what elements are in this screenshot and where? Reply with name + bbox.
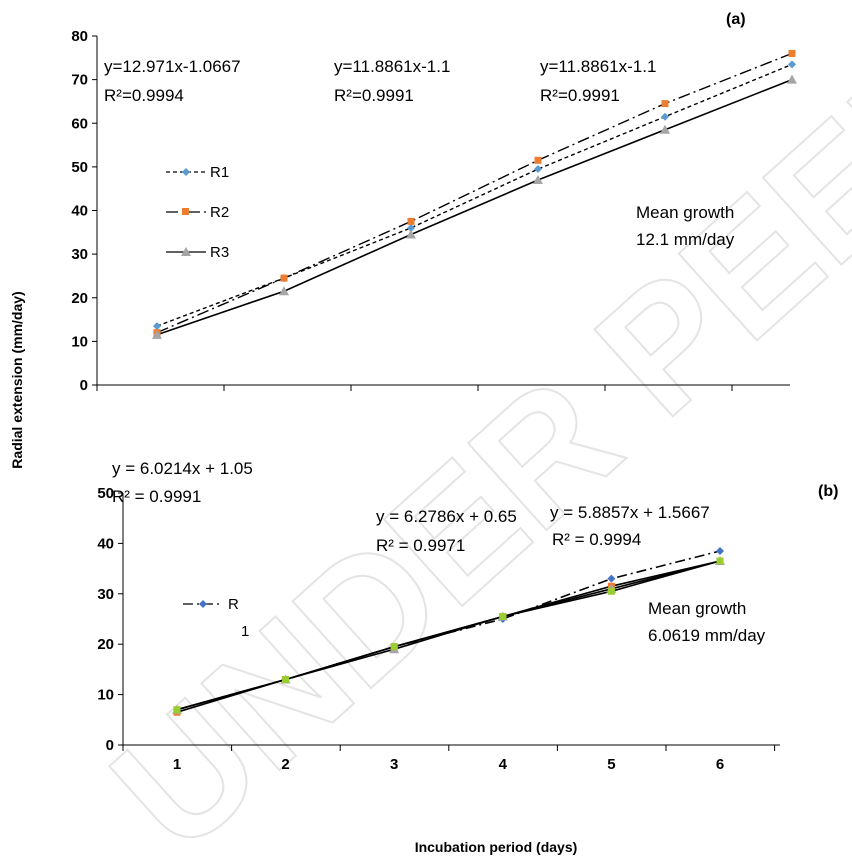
panel-b-ytick-label: 0 (106, 737, 114, 754)
panel-a-series-1-point (661, 112, 669, 121)
panel-a-series-line-3 (156, 78, 793, 336)
panel-a-series-3-point (660, 124, 670, 134)
panel-b-series-4-point (282, 675, 290, 683)
panel-a-r2-1: R²=0.9994 (104, 86, 184, 105)
panel-a: (a) 0 10 20 30 40 50 60 70 80 y=12.971x-1.0667 R… (71, 11, 797, 394)
panel-a-ytick-label: 30 (71, 246, 88, 263)
panel-b-series-4-point (173, 706, 181, 714)
panel-a-series-1-point (407, 223, 415, 232)
panel-a-series-2-point (534, 156, 542, 164)
panel-b-legend-label-b: 1 (241, 623, 249, 640)
panel-b-series-1-point (716, 546, 724, 555)
panel-b-xtick-label: 2 (281, 756, 289, 773)
y-axis-title: Radial extension (mm/day) (9, 291, 25, 468)
panel-a-series-3-point (279, 286, 289, 296)
panel-a-ytick-label: 70 (71, 72, 88, 89)
panel-b-series-line-4 (176, 560, 721, 711)
svg-text:R3: R3 (210, 244, 229, 261)
panel-a-ytick-label: 10 (71, 333, 88, 350)
panel-a-series-line-1 (156, 63, 793, 327)
svg-text:R2: R2 (210, 204, 229, 221)
panel-a-series-1-point (153, 322, 161, 331)
panel-b-r2-1: R² = 0.9991 (112, 487, 201, 506)
panel-a-series-3-point (406, 229, 416, 239)
panel-b-legend: R 1 (183, 596, 249, 640)
panel-b-xtick-label: 3 (390, 756, 398, 773)
panel-a-r2-3: R²=0.9991 (540, 86, 620, 105)
panel-a-series-2-point (280, 274, 288, 282)
panel-a-ytick-label: 20 (71, 290, 88, 307)
panel-a-ytick-label: 60 (71, 115, 88, 132)
panel-b-mean-line2: 6.0619 mm/day (648, 626, 766, 645)
panel-b-xtick-label: 4 (499, 756, 508, 773)
panel-b: (b) 0 10 20 30 40 50 1 2 3 4 5 6 y = 6.0214x + 1.0… (97, 459, 838, 773)
panel-b-xtick-label: 5 (607, 756, 615, 773)
panel-b-legend-label-a: R (228, 596, 239, 613)
panel-a-series-1-point (534, 165, 542, 174)
panel-a-series-1-point (788, 60, 796, 69)
panel-b-ytick-label: 40 (97, 535, 114, 552)
panel-a-series-2-point (788, 49, 796, 57)
x-axis-title: Incubation period (days) (415, 839, 578, 855)
panel-a-series-3-point (152, 329, 162, 339)
panel-b-ytick-label: 20 (97, 636, 114, 653)
panel-b-r2-2: R² = 0.9971 (376, 536, 465, 555)
panel-a-mean-line2: 12.1 mm/day (636, 230, 735, 249)
panel-a-series-3-point (533, 174, 543, 184)
panel-b-mean-line1: Mean growth (648, 599, 746, 618)
panel-b-tag: (b) (818, 483, 838, 500)
panel-a-legend: R1 R2 R3 (166, 164, 229, 261)
panel-b-xtick-label: 1 (173, 756, 181, 773)
panel-a-ytick-label: 40 (71, 203, 88, 220)
panel-b-series-4-point (499, 612, 507, 620)
legend-item-r2: R2 (166, 204, 229, 221)
panel-a-series-3-point (787, 74, 797, 84)
panel-a-ytick-label: 0 (80, 377, 88, 394)
watermark: UNDER PEER REVIEW (78, 0, 852, 861)
panel-a-ytick-label: 50 (71, 159, 88, 176)
panel-b-xtick-label: 6 (716, 756, 724, 773)
panel-b-ytick-label: 30 (97, 586, 114, 603)
panel-b-series-4-point (390, 643, 398, 651)
panel-a-eq1: y=12.971x-1.0667 (104, 57, 241, 76)
panel-b-ytick-label: 50 (97, 485, 114, 502)
panel-a-ytick-label: 80 (71, 28, 88, 45)
panel-b-ytick-label: 10 (97, 687, 114, 704)
panel-a-series-2-point (661, 100, 669, 108)
panel-b-eq3: y = 5.8857x + 1.5667 (550, 503, 710, 522)
panel-a-eq3: y=11.8861x-1.1 (540, 57, 656, 76)
panel-a-eq2: y=11.8861x-1.1 (334, 57, 450, 76)
panel-b-eq1: y = 6.0214x + 1.05 (112, 459, 253, 478)
legend-item-r1: R1 (166, 164, 229, 181)
panel-b-series-1-point (607, 574, 616, 583)
panel-a-tag: (a) (726, 11, 746, 28)
panel-b-r2-3: R² = 0.9994 (552, 530, 641, 549)
panel-b-series-4-point (716, 557, 724, 565)
panel-a-r2-2: R²=0.9991 (334, 86, 414, 105)
svg-text:R1: R1 (210, 164, 229, 181)
legend-item-r3: R3 (166, 244, 229, 261)
panel-b-series-4-point (607, 587, 615, 595)
panel-a-mean-line1: Mean growth (636, 203, 734, 222)
panel-a-series-2-point (407, 217, 415, 225)
panel-b-eq2: y = 6.2786x + 0.65 (376, 507, 517, 526)
panel-a-series-line-2 (156, 52, 793, 334)
